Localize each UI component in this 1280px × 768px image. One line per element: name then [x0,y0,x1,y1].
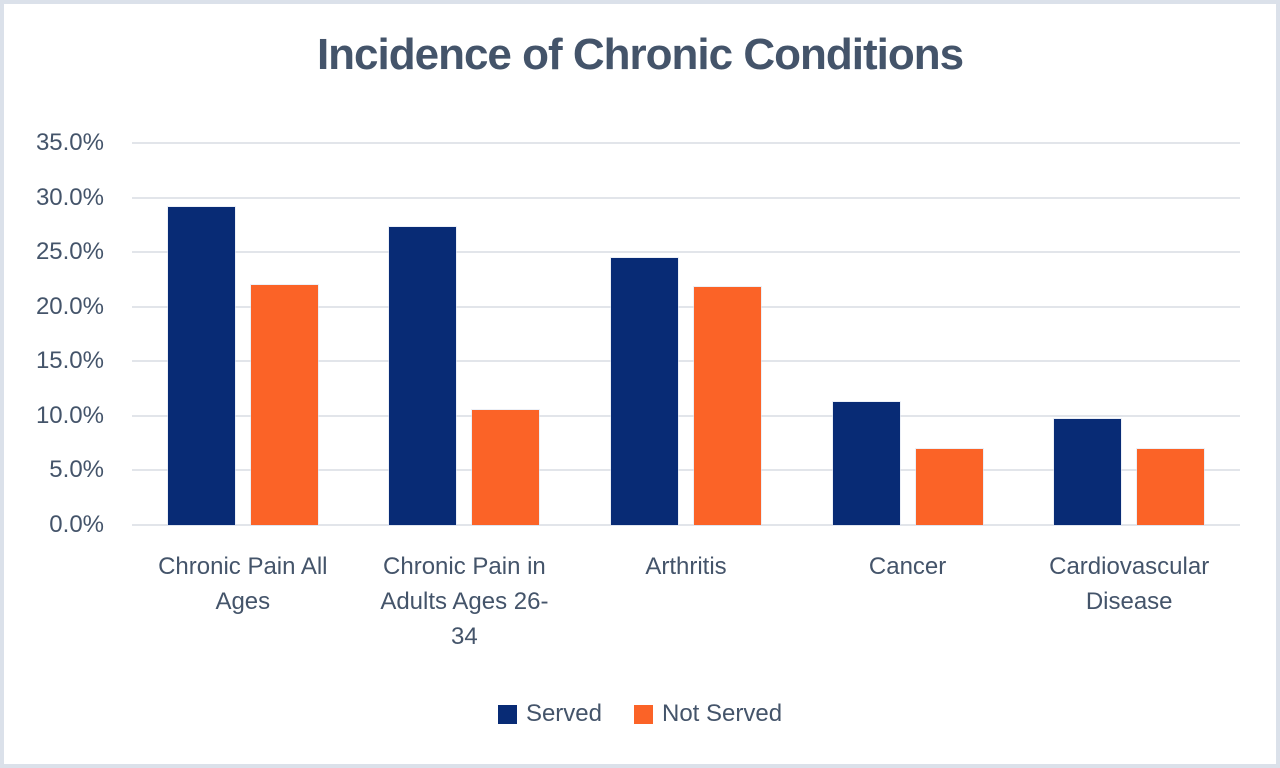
bar-group-arthritis [575,143,797,525]
gridline [132,524,1240,526]
bar-group-cardiovascular-disease [1018,143,1240,525]
x-category-label-line: Cardiovascular [1049,553,1210,580]
bar-group-chronic-pain-in-adults-ages-26-34 [354,143,576,525]
bar-served [389,227,457,525]
gridline [132,469,1240,472]
legend-label-served: Served [525,700,602,727]
x-axis: Chronic Pain All Ages Chronic Pain in Adult… [132,549,1240,654]
x-category-label-line: Adults Ages 26- [380,588,549,615]
bar-group-chronic-pain-all-ages [132,143,354,525]
bar-served [167,207,235,525]
bar-group-cancer [797,143,1019,525]
y-tick-label: 5.0% [49,456,104,484]
legend-swatch-served [497,704,517,724]
y-tick-label: 35.0% [35,129,104,156]
plot-area [132,142,1240,526]
x-category-label-line: Disease [1085,588,1173,615]
bar-served [832,401,900,525]
gridline [132,251,1240,254]
legend-item-not-served: Not Served [633,700,783,728]
y-tick-label: 25.0% [35,238,104,266]
x-category-label: Chronic Pain in Adults Ages 26- 34 [354,549,576,654]
x-category-label: Cancer [797,549,1019,654]
bar-not-served [693,287,761,525]
bar-served [610,257,678,525]
x-category-label: Cardiovascular Disease [1018,549,1240,654]
legend-swatch-not-served [633,704,653,724]
y-tick-label: 30.0% [35,183,104,211]
y-tick-label: 20.0% [35,292,104,320]
legend: Served Not Served [0,700,1280,728]
y-tick-label: 10.0% [35,401,104,429]
gridline [132,414,1240,417]
y-tick-label: 0.0% [49,511,104,538]
bar-not-served [472,410,540,525]
x-category-label-line: Arthritis [645,553,727,580]
x-category-label: Chronic Pain All Ages [132,549,354,654]
gridline [132,305,1240,308]
y-tick-label: 15.0% [35,347,104,375]
gridline [132,196,1240,199]
chart-title: Incidence of Chronic Conditions [316,30,964,79]
x-category-label-line: Cancer [868,553,947,580]
x-category-label-line: Chronic Pain All [158,553,328,580]
gridline [132,360,1240,363]
bar-served [1054,419,1122,525]
bar-groups [132,143,1240,525]
bar-not-served [915,448,983,525]
x-category-label-line: Chronic Pain in [383,553,546,580]
gridline [132,142,1240,144]
x-category-label-line: 34 [451,623,478,650]
x-category-label: Arthritis [575,549,797,654]
bar-not-served [250,284,318,525]
bar-not-served [1137,448,1205,525]
legend-item-served: Served [497,700,602,728]
x-category-label-line: Ages [215,588,271,615]
legend-label-not-served: Not Served [661,700,783,727]
